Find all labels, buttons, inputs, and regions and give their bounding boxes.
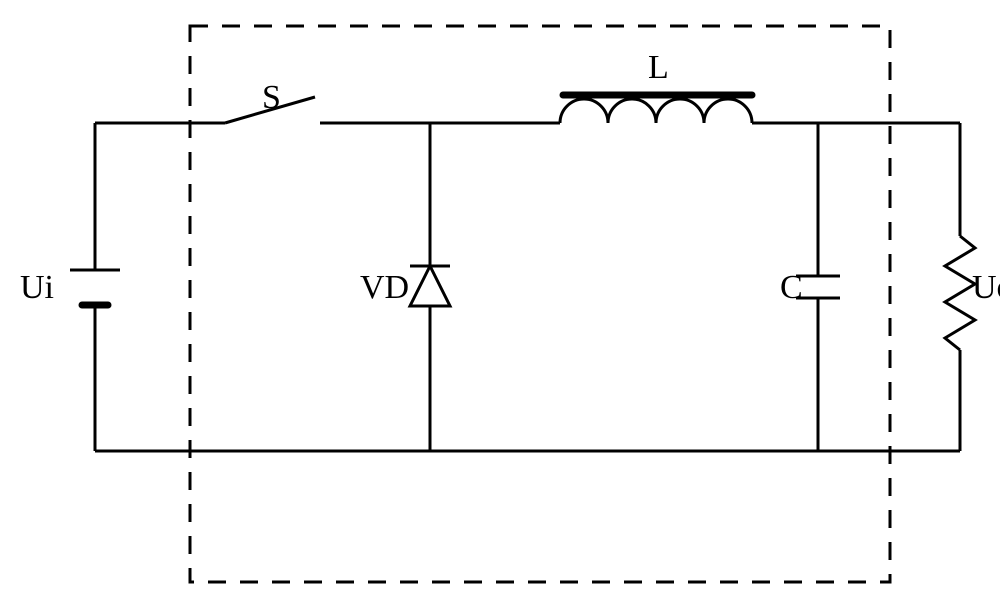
label-ui: Ui	[20, 269, 54, 306]
label-s: S	[262, 79, 281, 116]
buck-converter-schematic: Ui S VD L C Uo	[0, 0, 1000, 603]
inductor-l	[560, 95, 752, 123]
label-vd: VD	[360, 269, 409, 306]
source-ui	[70, 123, 120, 451]
label-uo: Uo	[972, 269, 1000, 306]
diode-vd	[410, 123, 450, 451]
label-c: C	[780, 269, 803, 306]
label-l: L	[648, 49, 669, 86]
load-uo	[945, 123, 975, 451]
